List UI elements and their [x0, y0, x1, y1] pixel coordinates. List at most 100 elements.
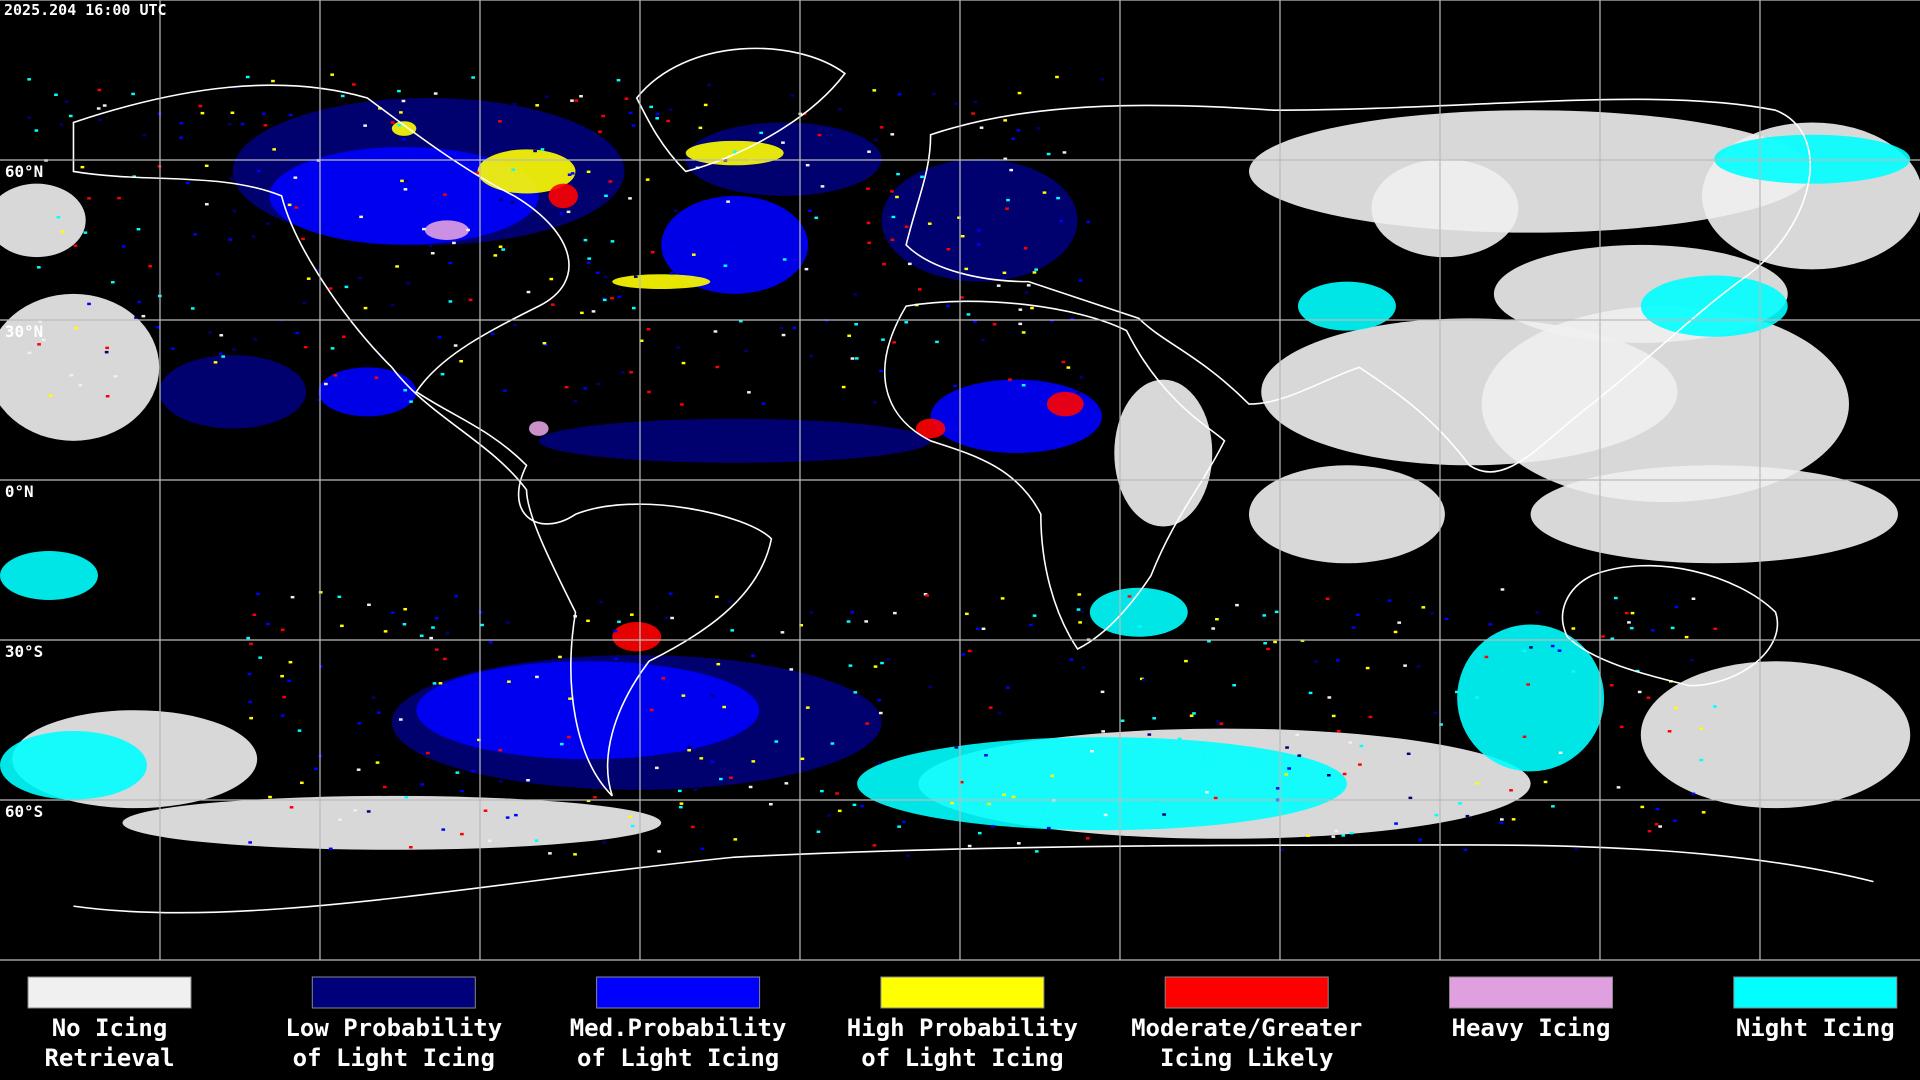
cloud-speck	[433, 92, 438, 95]
cloud-speck	[1655, 807, 1660, 811]
cloud-speck	[854, 323, 859, 326]
cloud-speck	[965, 612, 969, 616]
cloud-speck	[610, 297, 614, 300]
cloud-speck	[748, 785, 753, 789]
cloud-speck	[245, 75, 250, 79]
cloud-speck	[1086, 220, 1091, 224]
cloud-speck	[471, 76, 475, 79]
coastline-antarctica	[73, 844, 1874, 914]
cloud-speck	[252, 613, 257, 617]
cloud-speck	[837, 108, 842, 111]
cloud-speck	[872, 401, 877, 404]
legend-swatch	[880, 976, 1045, 1009]
cloud-speck	[1308, 691, 1313, 695]
cloud-speck	[294, 206, 299, 209]
cloud-speck	[1475, 782, 1480, 785]
cloud-speck	[477, 738, 481, 742]
cloud-speck	[367, 603, 371, 607]
cloud-speck	[340, 624, 344, 628]
cloud-speck	[121, 245, 126, 248]
cloud-speck	[1629, 626, 1634, 630]
cloud-speck	[232, 348, 236, 351]
cloud-speck	[1263, 642, 1267, 645]
cloud-speck	[264, 202, 269, 205]
cloud-speck	[573, 400, 578, 403]
cloud-speck	[445, 632, 450, 635]
cloud-speck	[880, 661, 884, 665]
cloud-speck	[918, 288, 922, 291]
cloud-patch	[391, 121, 417, 136]
cloud-speck	[586, 619, 590, 623]
cloud-speck	[886, 658, 891, 661]
cloud-speck	[471, 770, 475, 773]
cloud-speck	[654, 680, 659, 684]
cloud-speck	[1003, 157, 1008, 161]
cloud-speck	[960, 296, 964, 299]
cloud-speck	[586, 170, 591, 174]
cloud-speck	[290, 595, 295, 599]
cloud-speck	[1326, 774, 1331, 777]
cloud-speck	[249, 642, 253, 646]
cloud-speck	[564, 385, 569, 389]
cloud-speck	[253, 337, 257, 341]
cloud-speck	[636, 719, 640, 722]
cloud-speck	[248, 841, 253, 844]
cloud-patch	[122, 795, 662, 850]
cloud-speck	[608, 156, 613, 159]
cloud-speck	[1306, 834, 1310, 837]
cloud-speck	[1356, 613, 1360, 617]
cloud-speck	[935, 340, 939, 344]
cloud-speck	[352, 83, 356, 86]
cloud-speck	[1349, 831, 1354, 835]
cloud-speck	[1018, 322, 1023, 326]
cloud-speck	[820, 185, 825, 188]
cloud-speck	[1614, 596, 1618, 600]
cloud-speck	[328, 287, 333, 290]
cloud-speck	[438, 682, 443, 685]
cloud-speck	[973, 100, 978, 104]
cloud-speck	[710, 760, 715, 763]
cloud-speck	[340, 94, 345, 98]
cloud-speck	[1050, 774, 1055, 778]
cloud-speck	[1551, 805, 1555, 808]
cloud-speck	[443, 657, 447, 661]
cloud-speck	[227, 123, 232, 126]
cloud-speck	[455, 771, 460, 774]
legend-swatch	[27, 976, 192, 1009]
cloud-speck	[976, 237, 980, 241]
cloud-speck	[1348, 741, 1353, 744]
cloud-speck	[338, 818, 342, 822]
cloud-speck	[483, 809, 488, 812]
cloud-speck	[835, 792, 839, 795]
cloud-speck	[1103, 813, 1108, 817]
cloud-speck	[1076, 608, 1081, 611]
cloud-speck	[601, 114, 606, 118]
cloud-speck	[854, 357, 859, 360]
cloud-speck	[1000, 597, 1005, 600]
cloud-speck	[714, 595, 719, 599]
cloud-speck	[397, 124, 402, 127]
cloud-speck	[404, 796, 409, 799]
cloud-speck	[1331, 714, 1336, 718]
cloud-speck	[246, 636, 251, 640]
cloud-speck	[877, 699, 882, 702]
cloud-speck	[865, 722, 870, 725]
cloud-speck	[110, 281, 115, 284]
cloud-speck	[104, 350, 109, 354]
cloud-speck	[805, 163, 810, 167]
cloud-speck	[1215, 618, 1219, 621]
cloud-speck	[1387, 599, 1392, 602]
cloud-speck	[866, 187, 870, 190]
cloud-speck	[895, 195, 899, 199]
cloud-speck	[1463, 848, 1468, 852]
cloud-speck	[1002, 793, 1007, 796]
cloud-speck	[64, 100, 69, 103]
cloud-speck	[156, 326, 160, 329]
legend-label: of Light Icing	[577, 1044, 779, 1072]
cloud-speck	[1042, 392, 1047, 395]
cloud-speck	[902, 820, 906, 824]
cloud-speck	[997, 712, 1002, 715]
cloud-speck	[1558, 751, 1563, 755]
cloud-speck	[1637, 690, 1642, 694]
legend-label: Night Icing	[1736, 1014, 1895, 1042]
